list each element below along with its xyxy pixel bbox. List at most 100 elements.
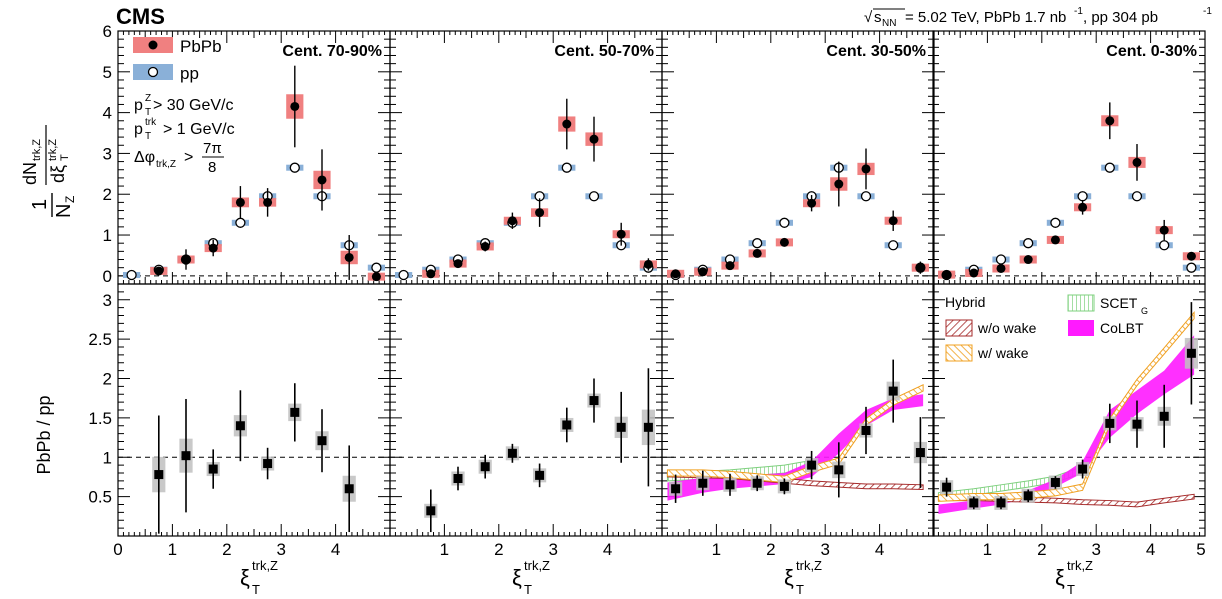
ylabel-dxi-sup: trk,Z: [47, 139, 59, 161]
x-axis-sup: trk,Z: [796, 558, 822, 573]
legend-top: PbPb pp: [133, 37, 222, 83]
y-tick-label-top: 5: [103, 63, 112, 82]
pp-marker: [561, 162, 572, 173]
ratio-marker: [263, 459, 273, 469]
ylabel-dn-sub: trk,Z: [31, 139, 43, 161]
cut2-sup: trk: [145, 117, 157, 128]
x-axis-var: ξ: [784, 565, 794, 590]
pbpb-marker: [480, 241, 490, 251]
x-tick-label-first: 0: [113, 540, 122, 559]
x-axis-var: ξ: [1055, 565, 1065, 590]
hybrid-w-wake-band: [937, 310, 1195, 502]
pp-marker: [779, 217, 790, 228]
pp-marker: [1077, 191, 1088, 202]
pp-marker: [289, 162, 300, 173]
panel-3: Cent. 30-50%: [661, 30, 935, 537]
pp-marker: [1104, 162, 1115, 173]
y-tick-label-top: 4: [103, 104, 112, 123]
pbpb-marker: [371, 272, 381, 282]
pbpb-marker: [834, 179, 844, 189]
lumi-mid: , pp 304 pb: [1083, 9, 1158, 26]
centrality-label: Cent. 70-90%: [282, 43, 382, 60]
pbpb-marker: [616, 229, 626, 239]
x-tick-label: 1: [440, 540, 449, 559]
ratio-marker: [1132, 419, 1142, 429]
legend-w-wake-label: w/ wake: [977, 345, 1029, 361]
x-tick-label: 2: [494, 540, 503, 559]
pp-marker: [1159, 240, 1170, 251]
x-tick-label: 3: [820, 540, 829, 559]
x-axis-sub: T: [796, 582, 804, 597]
x-tick-label: 2: [766, 540, 775, 559]
ylabel-nz: N: [53, 204, 75, 218]
cut1-sup: Z: [145, 93, 151, 104]
ratio-marker: [888, 386, 898, 396]
pbpb-marker: [1050, 235, 1060, 245]
ratio-marker: [480, 462, 490, 472]
top-y-axis-label: 1 N Z dN trk,Z dξ T trk,Z: [20, 125, 77, 218]
pbpb-marker: [1186, 251, 1196, 261]
pbpb-marker: [969, 268, 979, 278]
pbpb-marker: [725, 261, 735, 271]
legend-hybrid-label: Hybrid: [945, 294, 985, 310]
ratio-marker: [807, 460, 817, 470]
x-axis-sub: T: [252, 582, 260, 597]
ratio-marker: [1050, 477, 1060, 487]
legend-pp-label: pp: [180, 64, 199, 83]
ratio-marker: [235, 421, 245, 431]
cut1-rel: > 30 GeV/c: [153, 97, 234, 114]
pbpb-marker: [1159, 225, 1169, 235]
y-tick-label-ratio: 3: [103, 291, 112, 310]
pbpb-marker: [426, 269, 436, 279]
experiment-label: CMS: [116, 4, 165, 29]
ylabel-nz-sub: Z: [63, 196, 77, 203]
panel-4: Cent. 0-30%: [932, 30, 1206, 537]
pbpb-marker: [507, 216, 517, 226]
x-axis-sup: trk,Z: [1067, 558, 1093, 573]
y-tick-label-ratio: 0.5: [88, 488, 112, 507]
ratio-marker: [507, 448, 517, 458]
y-tick-label-top: 6: [103, 22, 112, 41]
legend-scet-swatch: [1067, 294, 1095, 312]
pbpb-marker: [807, 198, 817, 208]
legend-wo-wake-swatch: [945, 319, 973, 337]
pp-marker: [1023, 238, 1034, 249]
ratio-marker: [996, 498, 1006, 508]
ratio-y-axis-label: PbPb / pp: [34, 395, 54, 474]
x-tick-label: 1: [712, 540, 721, 559]
pbpb-marker: [861, 164, 871, 174]
ratio-marker: [181, 451, 191, 461]
ratio-marker: [698, 478, 708, 488]
pp-marker: [1050, 217, 1061, 228]
pp-marker: [1186, 262, 1197, 273]
ratio-marker: [426, 506, 436, 516]
pbpb-marker: [888, 216, 898, 226]
x-tick-label: 1: [983, 540, 992, 559]
x-axis-sub: T: [524, 582, 532, 597]
pp-marker: [995, 254, 1007, 265]
pbpb-marker: [208, 243, 218, 253]
colbt-band: [938, 335, 1195, 514]
cut2-sub: T: [145, 131, 151, 142]
y-tick-label-ratio: 2: [103, 370, 112, 389]
pbpb-marker: [453, 259, 463, 269]
pp-marker: [588, 191, 600, 202]
cut2-var: p: [134, 121, 143, 138]
cut3-var: Δφ: [134, 149, 155, 166]
pbpb-marker: [181, 255, 191, 265]
lumi-sup-2: -1: [1203, 6, 1212, 17]
pbpb-marker: [1132, 157, 1142, 167]
ratio-marker: [1105, 418, 1115, 428]
pbpb-marker: [942, 270, 952, 280]
pp-marker: [1131, 191, 1143, 202]
panel-1: 0 1 2 3 4 5 6 0.5 1 1.5 2 2.5 3 Cent. 70-90%: [88, 22, 391, 537]
legend-models: Hybrid w/o wake w/ wake SCET G CoLBT: [945, 294, 1148, 362]
x-tick-label: 2: [222, 540, 231, 559]
ratio-marker: [861, 425, 871, 435]
ratio-marker: [643, 422, 653, 432]
pbpb-marker: [752, 248, 762, 258]
pbpb-marker: [562, 119, 572, 129]
legend-scet-sub: G: [1141, 306, 1148, 316]
x-axis-sup: trk,Z: [252, 558, 278, 573]
x-tick-label: 1: [168, 540, 177, 559]
